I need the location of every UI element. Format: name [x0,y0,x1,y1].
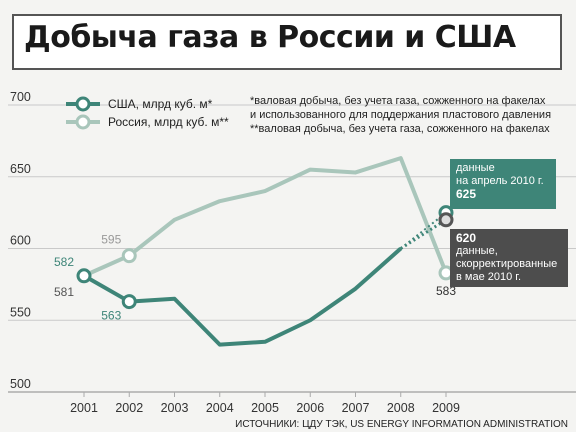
legend-usa-label: США, млрд куб. м* [108,97,213,111]
callout-may-line3: в мае 2010 г. [456,271,522,283]
y-tick-label: 650 [10,162,31,176]
x-tick-label: 2001 [70,401,98,415]
usa-series-line-dotted [399,218,447,250]
x-tick-label: 2005 [251,401,279,415]
y-tick-label: 550 [10,305,31,319]
x-tick-label: 2009 [432,401,460,415]
callout-april: данные на апрель 2010 г. 625 [450,159,556,209]
legend-russia-label: Россия, млрд куб. м** [108,115,229,129]
series-points [76,205,454,310]
series-lines [83,156,448,347]
footnote-2: и использованного для поддержания пласто… [250,109,551,121]
russia-series-line [83,156,448,278]
usa-point-2002 [121,294,137,310]
russia-label-2002: 595 [101,233,121,247]
usa-label-2001: 582 [54,255,74,269]
usa-point-2001 [76,268,92,284]
data-labels: 582 581 595 563 583 [54,233,456,323]
x-tick-label: 2002 [115,401,143,415]
callout-may: 620 данные, скорректированные в мае 2010… [450,229,568,287]
callout-may-line2: скорректированные [456,258,558,270]
y-tick-label: 700 [10,90,31,104]
x-tick-label: 2004 [206,401,234,415]
y-tick-label: 600 [10,234,31,248]
usa-point-2009-may [438,212,454,228]
x-tick-label: 2007 [342,401,370,415]
russia-point-2002 [121,248,137,264]
usa-series-line [83,247,403,347]
y-tick-label: 500 [10,377,31,391]
usa-label-2002: 563 [101,309,121,323]
callout-may-value: 620 [456,231,477,245]
axes: 500 550 600 650 700 2001 2002 2003 2004 2005 2006 2… [8,90,576,415]
footnote-3: **валовая добыча, без учета газа, сожжен… [250,123,550,135]
russia-label-2009: 583 [436,284,456,298]
x-tick-label: 2003 [161,401,189,415]
legend: США, млрд куб. м* Россия, млрд куб. м** [66,96,229,130]
footnote-1: *валовая добыча, без учета газа, сожженн… [250,95,546,107]
callout-may-line1: данные, [456,245,498,257]
russia-label-2001: 581 [54,285,74,299]
source-note: ИСТОЧНИКИ: ЦДУ ТЭК, US ENERGY INFORMATIO… [235,419,568,430]
callout-april-line1: данные [456,162,495,174]
footnotes: *валовая добыча, без учета газа, сожженн… [250,95,551,135]
chart-title: Добыча газа в России и США [24,20,516,55]
x-tick-label: 2006 [296,401,324,415]
callout-april-value: 625 [456,187,477,201]
x-tick-label: 2008 [387,401,415,415]
legend-russia-marker [75,114,91,130]
callout-april-line2: на апрель 2010 г. [456,175,544,187]
title-box: Добыча газа в России и США [12,14,562,70]
legend-usa-marker [75,96,91,112]
